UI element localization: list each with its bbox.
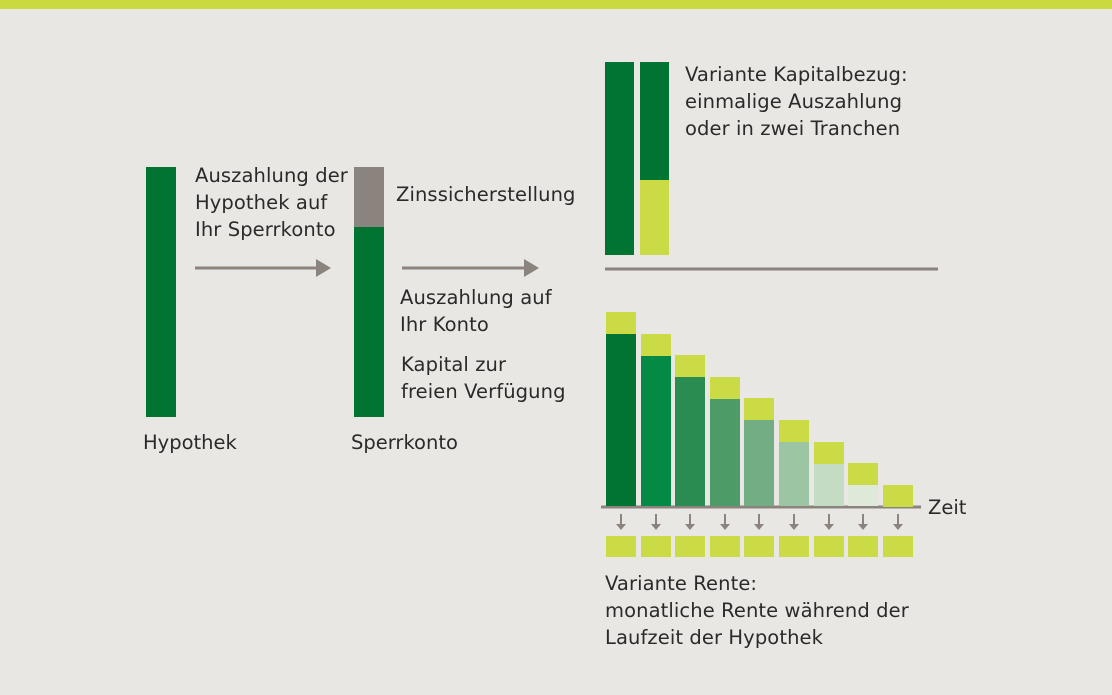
capital-bar-tranche-first (640, 62, 669, 180)
pension-step-capital-2 (641, 356, 671, 506)
pension-step-capital-4 (710, 399, 740, 506)
pension-monthly-payment-box-1 (606, 536, 636, 557)
pension-monthly-payment-box-8 (848, 536, 878, 557)
pension-monthly-payment-box-3 (675, 536, 705, 557)
pension-monthly-payment-box-2 (641, 536, 671, 557)
sperrkonto-label: Sperrkonto (351, 431, 458, 454)
sperrkonto-bar (354, 227, 384, 417)
pension-step-capital-5 (744, 420, 774, 506)
pension-variant-text-line3: Laufzeit der Hypothek (605, 626, 824, 649)
pension-monthly-payment-box-9 (883, 536, 913, 557)
capital-text-line1: Kapital zur (401, 353, 507, 376)
pension-step-capital-6 (779, 442, 809, 506)
hypothek-label: Hypothek (143, 431, 237, 454)
pension-step-capital-7 (814, 464, 844, 506)
arrow1-text-line3: Ihr Sperrkonto (195, 218, 336, 241)
pension-monthly-payment-box-4 (710, 536, 740, 557)
pension-step-rate-7 (814, 442, 844, 464)
pension-step-rate-6 (779, 420, 809, 442)
pension-monthly-payment-box-7 (814, 536, 844, 557)
arrow1-text-line1: Auszahlung der (195, 164, 348, 187)
pension-step-capital-8 (848, 485, 878, 506)
payout-text-line2: Ihr Konto (400, 313, 489, 336)
pension-step-rate-4 (710, 377, 740, 399)
arrow-to-variants (402, 259, 539, 277)
sperrkonto-reserve-segment (354, 167, 384, 227)
capital-variant-text-line1: Variante Kapitalbezug: (685, 63, 908, 86)
hypothek-bar (146, 167, 176, 417)
capital-bar-tranche-second (640, 180, 669, 255)
pension-step-rate-9 (883, 485, 913, 507)
arrow-to-sperrkonto (195, 259, 331, 277)
pension-variant-text-line1: Variante Rente: (605, 572, 758, 595)
top-accent-line (0, 0, 1112, 9)
pension-variant-text-line2: monatliche Rente während der (605, 599, 909, 622)
capital-variant-text-line3: oder in zwei Tranchen (685, 117, 901, 140)
capital-variant-text-line2: einmalige Auszahlung (685, 90, 903, 113)
capital-text-line2: freien Verfügung (401, 380, 566, 403)
pension-step-rate-2 (641, 334, 671, 356)
pension-monthly-payment-box-6 (779, 536, 809, 557)
pension-step-capital-1 (606, 334, 636, 506)
arrow1-text-line2: Hypothek auf (195, 191, 328, 214)
reserve-label: Zinssicherstellung (396, 183, 576, 206)
pension-step-rate-5 (744, 398, 774, 420)
pension-monthly-payment-box-5 (744, 536, 774, 557)
time-axis-label: Zeit (928, 496, 967, 519)
capital-bar-single (605, 62, 634, 255)
pension-step-rate-1 (606, 312, 636, 334)
payout-text-line1: Auszahlung auf (400, 286, 552, 309)
pension-step-capital-3 (675, 377, 705, 506)
pension-step-rate-3 (675, 355, 705, 377)
pension-step-rate-8 (848, 463, 878, 485)
